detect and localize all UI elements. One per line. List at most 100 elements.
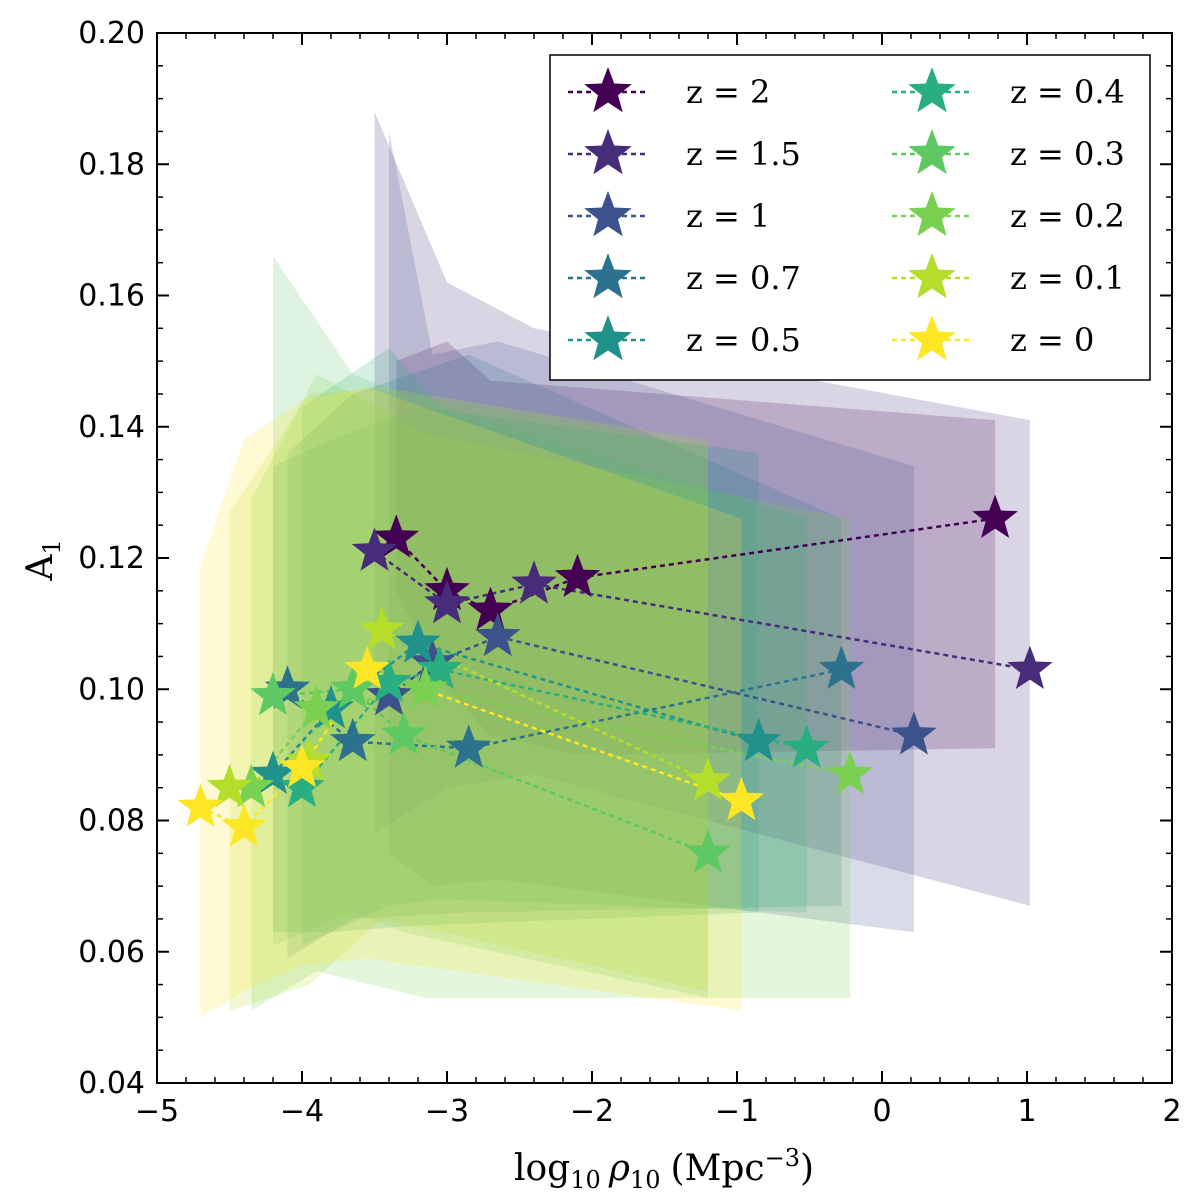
star-point-series-0-0 xyxy=(373,514,420,558)
x-label-var: ρ xyxy=(608,1148,630,1189)
legend-label-9: z = 0 xyxy=(1010,321,1094,359)
legend-star-7 xyxy=(908,191,956,237)
band-series-5 xyxy=(302,348,807,946)
band-series-2 xyxy=(389,131,914,933)
legend-label-0: z = 2 xyxy=(686,73,770,111)
legend-star-4 xyxy=(584,315,632,361)
legend-star-0 xyxy=(584,67,632,113)
line-series-4 xyxy=(272,641,760,776)
y-tick-label: 0.06 xyxy=(78,935,145,970)
legend-label-7: z = 0.2 xyxy=(1010,197,1125,235)
legend-box xyxy=(549,54,1151,381)
star-point-series-9-3 xyxy=(344,645,391,689)
legend: z = 2 z = 1.5 z = 1 z = 0.7 z = 0.5 z = 0.4 z … xyxy=(549,54,1151,381)
y-tick-label: 0.10 xyxy=(78,672,145,707)
x-tick-label: 2 xyxy=(1162,1094,1181,1129)
star-point-series-8-1 xyxy=(286,737,333,781)
legend-label-5: z = 0.4 xyxy=(1010,73,1125,111)
legend-label-4: z = 0.5 xyxy=(686,321,801,359)
star-point-series-7-0 xyxy=(228,763,275,808)
star-point-series-0-4 xyxy=(972,494,1018,538)
star-point-series-9-2 xyxy=(279,744,325,788)
star-point-series-1-0 xyxy=(351,527,398,571)
band-series-0 xyxy=(396,341,996,755)
star-point-series-4-0 xyxy=(250,750,296,794)
line-series-3 xyxy=(286,668,842,750)
star-point-series-9-0 xyxy=(177,783,224,827)
band-series-6 xyxy=(273,256,708,998)
star-point-series-1-3 xyxy=(1007,645,1053,689)
star-point-series-8-3 xyxy=(685,757,731,801)
y-label-main: A xyxy=(20,554,61,582)
x-tick-label: −2 xyxy=(570,1094,614,1129)
star-point-series-3-1 xyxy=(329,717,376,762)
band-series-9 xyxy=(200,387,742,1018)
star-point-series-2-2 xyxy=(474,612,521,657)
line-series-2 xyxy=(388,635,915,737)
legend-star-5 xyxy=(908,67,956,113)
y-tick-label: 0.04 xyxy=(78,1066,145,1101)
star-point-series-7-1 xyxy=(293,684,340,729)
y-axis-label: A1 xyxy=(20,539,66,581)
legend-star-6 xyxy=(908,129,956,175)
star-point-series-4-2 xyxy=(395,619,441,663)
x-tick-label: 1 xyxy=(1017,1094,1036,1129)
star-point-series-3-2 xyxy=(445,724,492,768)
axis-ticks xyxy=(156,32,1173,1084)
x-label-prefix-sub: 10 xyxy=(570,1166,601,1194)
x-tick-label: 0 xyxy=(872,1094,891,1129)
x-label-unit: (Mpc xyxy=(670,1148,764,1189)
star-point-series-5-3 xyxy=(783,724,830,768)
star-point-series-1-2 xyxy=(511,560,557,604)
uncertainty-bands xyxy=(200,111,1030,1018)
legend-star-2 xyxy=(584,191,632,237)
star-point-series-2-0 xyxy=(366,671,412,716)
x-label-unit-sup: −3 xyxy=(765,1144,800,1172)
x-label-var-sub: 10 xyxy=(630,1166,661,1194)
star-point-series-4-3 xyxy=(735,717,782,762)
star-point-series-0-2 xyxy=(467,586,514,630)
data-points xyxy=(177,494,1053,873)
star-point-series-5-0 xyxy=(279,763,325,808)
star-point-series-6-0 xyxy=(250,671,296,716)
legend-star-1 xyxy=(584,129,632,175)
y-tick-label: 0.20 xyxy=(78,16,145,51)
star-point-series-3-3 xyxy=(818,645,865,689)
y-tick-label: 0.12 xyxy=(78,541,145,576)
x-label-prefix: log xyxy=(514,1148,570,1189)
line-series-6 xyxy=(272,688,709,855)
star-point-series-6-3 xyxy=(685,829,731,873)
y-tick-label: 0.08 xyxy=(78,804,145,839)
legend-label-8: z = 0.1 xyxy=(1010,259,1125,297)
star-point-series-7-2 xyxy=(402,665,449,709)
legend-label-2: z = 1 xyxy=(686,197,770,235)
star-point-series-9-1 xyxy=(221,803,267,847)
star-point-series-2-1 xyxy=(409,639,456,683)
band-series-8 xyxy=(229,387,708,1011)
y-tick-label: 0.16 xyxy=(78,279,145,314)
y-tick-label: 0.18 xyxy=(78,147,145,182)
star-point-series-8-0 xyxy=(206,763,253,808)
legend-star-8 xyxy=(908,253,956,299)
line-series-7 xyxy=(250,688,851,789)
star-point-series-2-3 xyxy=(891,711,937,755)
x-axis-label: log10 ρ10 (Mpc−3) xyxy=(514,1144,814,1194)
star-point-series-6-1 xyxy=(329,665,376,709)
y-tick-label: 0.14 xyxy=(78,410,145,445)
legend-star-3 xyxy=(584,253,632,299)
x-tick-label: −5 xyxy=(135,1094,179,1129)
legend-star-9 xyxy=(908,315,956,361)
legend-label-3: z = 0.7 xyxy=(686,259,801,297)
x-tick-label: −1 xyxy=(715,1094,759,1129)
line-series-5 xyxy=(301,668,807,789)
star-point-series-5-2 xyxy=(416,645,463,689)
tick-labels: −5 −4 −3 −2 −1 0 1 2 0.04 0.06 0.08 0.10 0.12 0.14 0.1… xyxy=(78,16,1181,1129)
legend-label-1: z = 1.5 xyxy=(686,135,801,173)
star-point-series-9-4 xyxy=(718,776,765,821)
legend-label-6: z = 0.3 xyxy=(1010,135,1125,173)
x-tick-label: −3 xyxy=(425,1094,469,1129)
star-point-series-1-1 xyxy=(424,579,470,624)
star-point-series-6-2 xyxy=(380,711,427,755)
star-point-series-5-1 xyxy=(366,658,412,703)
